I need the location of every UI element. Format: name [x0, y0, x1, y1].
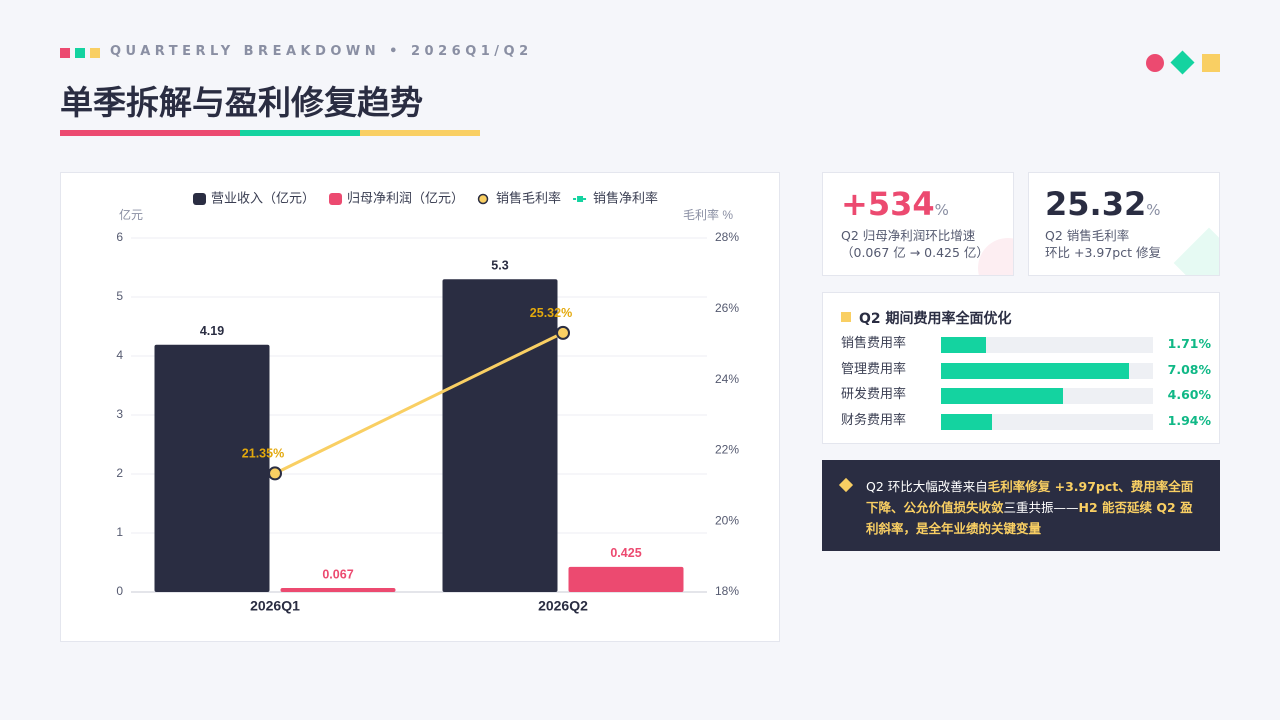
- kpi-sub: （0.067 亿 → 0.425 亿）: [841, 245, 989, 260]
- bar: [154, 344, 270, 592]
- line: [274, 331, 564, 475]
- kpi-unit: %: [1146, 201, 1161, 219]
- dot: [90, 48, 100, 58]
- bar: [280, 588, 396, 592]
- point: [556, 325, 570, 340]
- expense-bar: [941, 388, 1063, 404]
- chart: 亿元 毛利率 % 0 1 2 3 4 5 6 18% 20% 22% 24% 26% 28% 2026Q1 4.…: [116, 190, 739, 614]
- expense-title: Q2 期间费用率全面优化: [859, 311, 1012, 327]
- expense-bar: [941, 413, 993, 430]
- expense-track: [941, 362, 1153, 379]
- expense-label: 研发费用率: [841, 387, 907, 402]
- deco: [1173, 227, 1219, 275]
- legend-label: 销售毛利率: [496, 190, 561, 205]
- note-highlight: H2 能否延续 Q2 盈利斜率，是全年业绩的关键变量: [866, 500, 1193, 536]
- y2-tick-label: 28%: [715, 230, 739, 244]
- expense-card: Q2 期间费用率全面优化 销售费用率 1.71% 管理费用率 7.08% 研发费用率 4.…: [822, 292, 1220, 444]
- y2-tick-label: 26%: [715, 301, 739, 315]
- point-label: 25.32%: [530, 306, 572, 320]
- y2-tick-label: 18%: [715, 584, 739, 598]
- expense-value: 1.71%: [1167, 336, 1211, 351]
- y2-tick-label: 22%: [715, 443, 739, 457]
- expense-label: 管理费用率: [841, 361, 907, 377]
- deco: [1146, 54, 1164, 72]
- y-tick-label: 0: [116, 584, 123, 598]
- bar: [442, 279, 558, 592]
- bar-label: 0.425: [610, 546, 641, 560]
- kpi-card: 25.32% Q2 销售毛利率 环比 +3.97pct 修复: [1028, 172, 1220, 276]
- legend-item: 销售毛利率: [477, 190, 561, 205]
- deco: [1170, 50, 1195, 75]
- expense-row: 研发费用率 4.60%: [841, 385, 1211, 405]
- kpi-card: +534% Q2 归母净利润环比增速 （0.067 亿 → 0.425 亿）: [822, 172, 1014, 276]
- note-text: 三重共振——: [1003, 500, 1079, 515]
- marker: [841, 312, 851, 322]
- expense-bar: [941, 362, 1129, 379]
- y2-tick-label: 20%: [715, 513, 739, 527]
- expense-track: [941, 337, 1153, 353]
- expense-row: 财务费用率 1.94%: [841, 411, 1211, 431]
- point-label: 21.35%: [242, 447, 284, 461]
- kpi-value: 25.32: [1045, 185, 1147, 223]
- kpi-label: Q2 销售毛利率: [1045, 228, 1130, 243]
- legend-label: 营业收入（亿元）: [211, 190, 315, 205]
- y-tick-label: 2: [116, 466, 123, 480]
- y2-axis-label: 毛利率 %: [683, 207, 733, 222]
- legend-label: 归母净利润（亿元）: [347, 190, 464, 205]
- expense-label: 销售费用率: [841, 336, 907, 351]
- dot: [75, 48, 85, 58]
- legend-item: 归母净利润（亿元）: [329, 190, 464, 205]
- dot: [60, 48, 70, 58]
- marker: [838, 477, 854, 493]
- x-tick-label: 2026Q1: [250, 598, 300, 614]
- kpi-value: +534: [841, 185, 935, 223]
- kpi-sub: 环比 +3.97pct 修复: [1045, 245, 1161, 260]
- y-tick-label: 5: [116, 289, 123, 303]
- legend-item: 营业收入（亿元）: [193, 190, 315, 205]
- y-tick-label: 3: [116, 407, 123, 421]
- expense-track: [941, 388, 1153, 404]
- kpi-unit: %: [934, 201, 949, 219]
- legend-marker: [193, 193, 206, 205]
- deco: [1202, 54, 1220, 72]
- legend-marker: [577, 196, 584, 202]
- rule: [360, 130, 480, 136]
- bar: [568, 566, 684, 592]
- legend-item: 销售净利率: [573, 190, 658, 205]
- expense-value: 7.08%: [1167, 361, 1211, 377]
- title: 单季拆解与盈利修复趋势: [60, 83, 423, 122]
- bar-label: 5.3: [491, 259, 508, 273]
- expense-value: 4.60%: [1167, 387, 1211, 402]
- y-tick-label: 6: [116, 230, 123, 244]
- expense-row: 管理费用率 7.08%: [841, 360, 1211, 380]
- bar-label: 4.19: [200, 324, 224, 338]
- note: Q2 环比大幅改善来自毛利率修复 +3.97pct、费用率全面下降、公允价值损失…: [822, 460, 1220, 551]
- y-tick-label: 1: [116, 525, 123, 539]
- legend-marker: [329, 193, 343, 205]
- expense-value: 1.94%: [1167, 412, 1211, 428]
- kpi-label: Q2 归母净利润环比增速: [841, 228, 976, 243]
- expense-row: 销售费用率 1.71%: [841, 334, 1211, 354]
- legend-label: 销售净利率: [593, 190, 658, 205]
- rule: [240, 130, 360, 136]
- chart-card: 亿元 毛利率 % 0 1 2 3 4 5 6 18% 20% 22% 24% 26% 28% 2026Q1 4.…: [60, 172, 780, 642]
- legend-marker: [477, 193, 489, 205]
- note-text: Q2 环比大幅改善来自: [866, 479, 988, 494]
- kicker: QUARTERLY BREAKDOWN • 2026Q1/Q2: [110, 44, 533, 59]
- expense-bar: [941, 337, 987, 353]
- y2-tick-label: 24%: [715, 372, 739, 386]
- rule: [60, 130, 240, 136]
- y-tick-label: 4: [116, 348, 123, 362]
- note-highlight: 毛利率修复 +3.97pct、费用率全面下降、公允价值损失收敛: [866, 479, 1194, 515]
- bar-label: 0.067: [322, 567, 353, 581]
- point: [268, 466, 282, 481]
- y-axis-label: 亿元: [119, 207, 143, 222]
- expense-track: [941, 413, 1153, 430]
- expense-label: 财务费用率: [841, 412, 907, 428]
- x-tick-label: 2026Q2: [538, 598, 588, 614]
